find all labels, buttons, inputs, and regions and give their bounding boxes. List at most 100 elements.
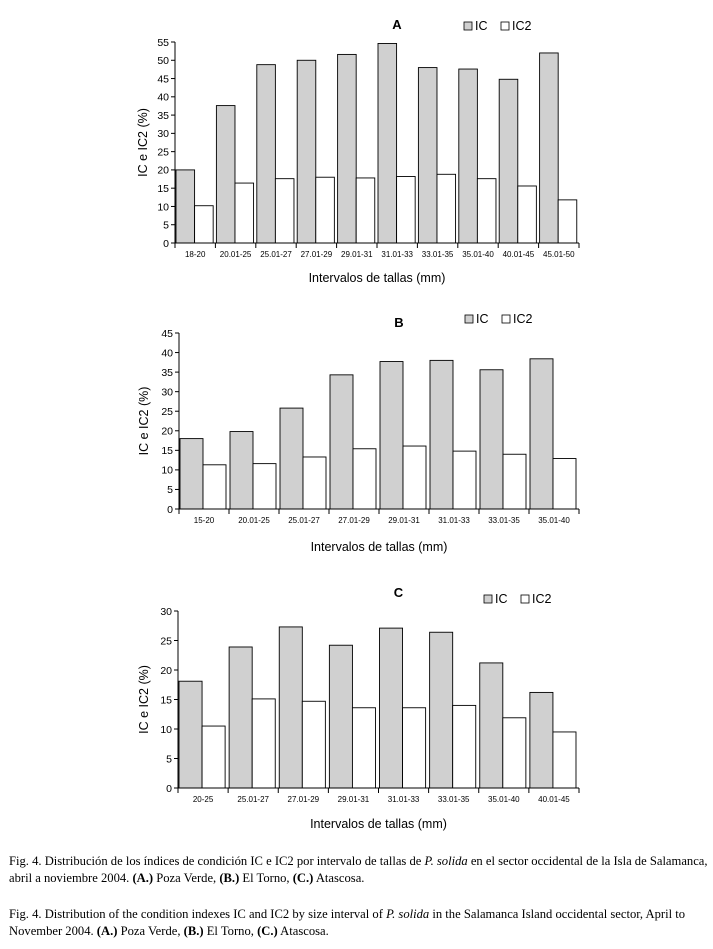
chart-c-x-axis-label: Intervalos de tallas (mm) (310, 817, 447, 831)
chart-c-svg: C 0 5 10 15 20 25 30 20-25 25.01-27 27.01-29 29.01-… (137, 585, 580, 831)
chart-a-category-label: 35.01-40 (462, 250, 494, 259)
chart-b-legend-label-ic: IC (476, 312, 489, 326)
chart-a-ytick-label: 45 (157, 73, 169, 85)
chart-c-bar-ic (479, 662, 504, 789)
chart-a-ytick-label: 20 (157, 165, 169, 177)
chart-a-bar-ic (498, 78, 519, 244)
chart-c-ytick-label: 30 (160, 606, 172, 618)
chart-b-bar-ic2 (202, 464, 227, 510)
chart-a-category-label: 18-20 (185, 250, 206, 259)
chart-b-bar-ic2 (452, 450, 477, 510)
chart-c: C 0 5 10 15 20 25 30 20-25 25.01-27 27.01-29 29.01-… (0, 580, 713, 840)
chart-b-bar-ic (529, 358, 554, 510)
chart-a: A 0 5 10 15 20 25 30 35 40 45 50 55 18-20 20.01-25 25.0… (0, 0, 713, 300)
chart-c-bar-ic (178, 680, 203, 789)
chart-a-bar-ic (458, 68, 478, 244)
chart-c-bar-ic2 (452, 704, 477, 789)
chart-c-ytick-label: 15 (160, 694, 172, 706)
chart-b: B 0 5 10 15 20 25 30 35 40 45 15-20 20.01-25 25.01-27… (0, 300, 713, 580)
chart-c-legend-label-ic2: IC2 (532, 592, 552, 606)
chart-b-ytick-label: 0 (167, 504, 173, 516)
chart-c-category-label: 35.01-40 (488, 795, 520, 804)
chart-a-legend-label-ic: IC (475, 19, 488, 33)
chart-a-legend-swatch-ic (463, 21, 473, 31)
chart-b-bar-ic2 (252, 463, 277, 510)
chart-c-category-label: 40.01-45 (538, 795, 570, 804)
chart-b-category-label: 20.01-25 (238, 516, 270, 525)
chart-c-ytick-label: 5 (166, 753, 172, 765)
chart-c-bar-ic2 (502, 717, 527, 789)
chart-b-svg: B 0 5 10 15 20 25 30 35 40 45 15-20 20.01-25 25.01-27… (137, 312, 580, 554)
chart-b-bar-ic (179, 438, 204, 510)
chart-c-bar-ic (228, 646, 253, 789)
chart-c-category-label: 20-25 (193, 795, 214, 804)
caption-en-middle: in the Salamanca Island occidental secto… (9, 907, 686, 938)
chart-a-ytick-label: 25 (157, 146, 169, 158)
chart-c-category-label: 31.01-33 (388, 795, 420, 804)
chart-c-category-label: 29.01-31 (338, 795, 370, 804)
chart-b-bar-ic2 (352, 448, 377, 510)
chart-c-legend-label-ic: IC (495, 592, 508, 606)
chart-a-bar-ic2 (557, 199, 578, 244)
chart-c-bar-ic (328, 644, 353, 789)
chart-c-category-label: 25.01-27 (237, 795, 269, 804)
chart-b-ytick-label: 15 (161, 445, 173, 457)
chart-a-ytick-label: 0 (163, 238, 169, 250)
chart-a-bar-ic2 (234, 182, 255, 244)
chart-a-category-label: 27.01-29 (301, 250, 333, 259)
chart-c-bar-ic (429, 631, 454, 789)
chart-b-category-label: 15-20 (194, 516, 215, 525)
chart-c-bar-ic2 (552, 731, 577, 789)
chart-a-category-label: 25.01-27 (260, 250, 292, 259)
chart-a-category-label: 31.01-33 (381, 250, 413, 259)
chart-c-title: C (394, 585, 404, 600)
chart-a-bar-ic2 (194, 205, 214, 244)
chart-a-category-label: 20.01-25 (220, 250, 252, 259)
chart-b-category-label: 35.01-40 (538, 516, 570, 525)
caption-spanish: Fig. 4. Distribución de los índices de c… (9, 853, 709, 887)
chart-c-bar-ic (379, 627, 404, 789)
chart-b-ytick-label: 10 (161, 465, 173, 477)
chart-a-title: A (392, 17, 402, 32)
caption-en-c-text: Atascosa. (277, 924, 329, 938)
chart-a-category-label: 45.01-50 (543, 250, 575, 259)
chart-a-bar-ic2 (396, 176, 416, 244)
chart-a-x-axis-label: Intervalos de tallas (mm) (309, 271, 446, 285)
chart-b-category-label: 25.01-27 (288, 516, 320, 525)
caption-en-a-label: (A.) (96, 924, 118, 938)
caption-es-c-label: (C.) (292, 871, 314, 885)
chart-b-bar-ic2 (402, 445, 427, 510)
chart-b-bar-ic (229, 431, 254, 510)
chart-b-ytick-label: 30 (161, 386, 173, 398)
chart-a-ytick-label: 10 (157, 201, 169, 213)
caption-es-species: P. solida (424, 854, 468, 868)
chart-a-legend-swatch-ic2 (500, 21, 510, 31)
chart-b-bar-ic (479, 369, 504, 510)
chart-a-category-label: 33.01-35 (422, 250, 454, 259)
chart-b-bar-ic (329, 374, 354, 510)
chart-b-category-label: 33.01-35 (488, 516, 520, 525)
chart-b-category-label: 31.01-33 (438, 516, 470, 525)
chart-a-bar-ic2 (476, 178, 497, 244)
chart-a-bar-ic (215, 105, 236, 244)
chart-a-bar-ic2 (517, 185, 537, 244)
chart-a-legend-label-ic2: IC2 (512, 19, 532, 33)
chart-c-bar-ic2 (201, 725, 226, 789)
chart-b-ytick-label: 40 (161, 347, 173, 359)
chart-a-category-label: 40.01-45 (503, 250, 535, 259)
chart-b-bar-ic2 (502, 453, 527, 510)
chart-a-svg: A 0 5 10 15 20 25 30 35 40 45 50 55 18-20 20.01-25 25.0… (136, 17, 580, 285)
chart-a-y-axis-label: IC e IC2 (%) (136, 108, 150, 177)
chart-b-title: B (394, 315, 403, 330)
chart-b-legend-label-ic2: IC2 (513, 312, 533, 326)
caption-english: Fig. 4. Distribution of the condition in… (9, 906, 709, 940)
chart-a-bar-ic (256, 64, 276, 244)
chart-a-bar-ic2 (436, 173, 457, 244)
caption-en-species: P. solida (386, 907, 430, 921)
chart-c-bar-ic (278, 626, 303, 789)
caption-es-middle: en el sector occidental de la Isla de Sa… (9, 854, 708, 885)
chart-c-bar-ic (529, 691, 554, 789)
chart-c-ytick-label: 20 (160, 665, 172, 677)
chart-b-category-label: 27.01-29 (338, 516, 370, 525)
chart-a-bar-ic (377, 43, 398, 244)
